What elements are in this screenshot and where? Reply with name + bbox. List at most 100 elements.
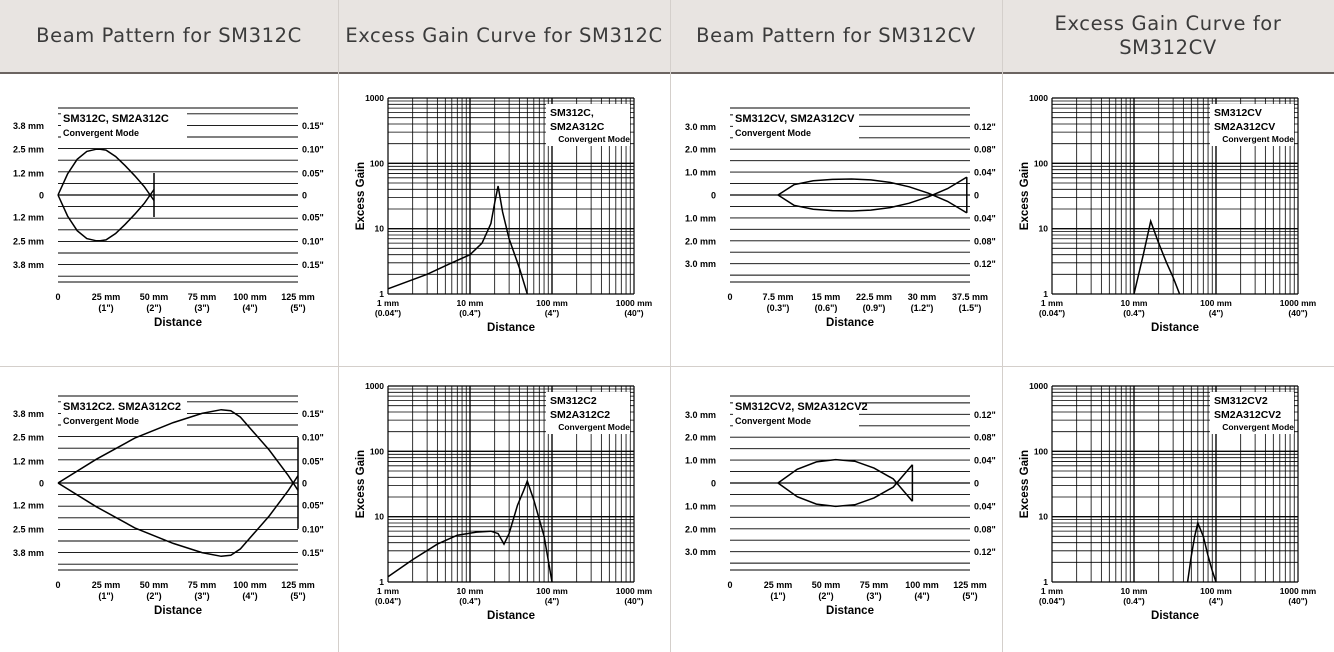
y-tick-label-left: 1.0 mm [685,456,716,466]
legend-box [1210,392,1294,434]
y-tick-label-right: 0.04" [974,168,996,178]
x-tick-label: 100 mm [536,586,568,596]
x-tick-label: 100 mm [233,580,267,590]
legend-title: SM2A312CV2 [1214,409,1281,421]
x-tick-label: 7.5 mm [762,292,793,302]
y-tick-label-left: 2.0 mm [685,145,716,155]
y-tick-label-left: 3.0 mm [685,122,716,132]
x-tick-label: 125 mm [953,580,987,590]
y-tick-label-left: 3.8 mm [13,121,44,131]
x-tick-label-inch: (0.4") [459,308,481,318]
x-tick-label: 10 mm [1121,298,1148,308]
x-tick-label: 75 mm [860,580,889,590]
x-axis-label: Distance [154,317,202,329]
y-tick-label-right: 0.15" [302,548,324,558]
y-tick-label: 100 [370,158,384,168]
legend-title: SM312CV2, SM2A312CV2 [735,401,868,413]
beam-curve [57,475,299,558]
legend-box [546,392,630,434]
y-tick-label-left: 2.5 mm [13,433,44,443]
x-tick-label: 100 mm [905,580,939,590]
y-tick-label-right: 0.15" [302,409,324,419]
x-tick-label-inch: (0.4") [459,596,481,606]
gain-curve [387,185,529,295]
column-header-3: Beam Pattern for SM312CV [696,24,976,47]
y-tick-label-left: 3.0 mm [685,410,716,420]
x-axis-label: Distance [826,317,874,329]
y-tick-label: 100 [370,446,384,456]
legend-title: SM2A312C [550,121,605,133]
x-axis-label: Distance [154,605,202,617]
x-tick-label-inch: (2") [818,591,833,601]
y-tick-label-left: 0 [39,479,44,489]
y-tick-label-left: 2.5 mm [13,145,44,155]
legend-mode: Convergent Mode [735,128,811,138]
x-tick-label: 1 mm [1041,586,1064,596]
legend-mode: Convergent Mode [558,422,630,432]
y-tick-label-left: 1.0 mm [685,168,716,178]
gain-curve [1133,218,1181,295]
x-tick-label: 0 [727,292,732,302]
x-tick-label: 100 mm [233,292,267,302]
y-tick-label: 1000 [1029,381,1048,391]
y-tick-label-right: 0.08" [974,524,996,534]
x-axis-label: Distance [487,610,535,622]
legend-title: SM312C, SM2A312C [63,113,169,125]
legend-title: SM312CV [1214,107,1262,119]
y-tick-label-right: 0.10" [302,145,324,155]
gain-curve [1186,520,1217,583]
x-tick-label: 125 mm [281,580,315,590]
y-tick-label-left: 0 [711,479,716,489]
x-tick-label: 10 mm [457,586,484,596]
x-tick-label: 50 mm [140,580,169,590]
y-tick-label: 1 [379,577,384,587]
y-tick-label-left: 1.0 mm [685,501,716,511]
x-tick-label: 25 mm [92,580,121,590]
y-tick-label-left: 1.2 mm [13,457,44,467]
legend-mode: Convergent Mode [735,416,811,426]
y-tick-label-right: 0 [974,191,979,201]
x-tick-label-inch: (0.04") [375,308,401,318]
y-tick-label-left: 2.5 mm [13,236,44,246]
beam-curve [57,148,155,201]
y-tick-label-left: 3.0 mm [685,259,716,269]
y-tick-label-left: 1.0 mm [685,213,716,223]
x-axis-label: Distance [1151,322,1199,334]
legend-mode: Convergent Mode [63,128,139,138]
beam-pattern-chart-sm312c: 3.8 mm 0.15" 2.5 mm 0.10" 1.2 mm 0.05" 0 0 1.2 m… [13,107,324,329]
legend-title: SM312CV2 [1214,395,1268,407]
x-tick-label-inch: (4") [914,591,929,601]
x-tick-label-inch: (1.5") [959,303,982,313]
beam-pattern-chart-sm312c2: 3.8 mm 0.15" 2.5 mm 0.10" 1.2 mm 0.05" 0 0 1.2 m… [13,395,324,617]
y-tick-label-left: 3.8 mm [13,548,44,558]
legend-mode: Convergent Mode [1222,134,1294,144]
y-tick-label-left: 2.0 mm [685,433,716,443]
legend-title: SM312C, [550,107,594,119]
y-tick-label: 1000 [365,381,384,391]
x-tick-label-inch: (0.04") [1039,308,1065,318]
legend-mode: Convergent Mode [1222,422,1294,432]
x-tick-label-inch: (0.4") [1123,596,1145,606]
y-tick-label-right: 0.10" [302,236,324,246]
x-tick-label: 75 mm [188,580,217,590]
x-tick-label-inch: (4") [242,303,257,313]
x-tick-label: 22.5 mm [856,292,892,302]
beam-pattern-chart-sm312cv: 3.0 mm 0.12" 2.0 mm 0.08" 1.0 mm 0.04" 0 0 1.0 m… [685,107,996,329]
x-tick-label: 100 mm [536,298,568,308]
x-tick-label: 1000 mm [1280,586,1317,596]
x-tick-label: 0 [55,580,60,590]
legend-title: SM2A312CV [1214,121,1275,133]
x-tick-label-inch: (4") [545,596,560,606]
row-divider [0,366,1334,367]
beam-pattern-chart-sm312cv2: 3.0 mm 0.12" 2.0 mm 0.08" 1.0 mm 0.04" 0 0 1.0 m… [685,395,996,617]
y-tick-label: 10 [1039,512,1049,522]
y-tick-label-right: 0.04" [974,501,996,511]
y-axis-label: Excess Gain [355,162,367,230]
column-divider [670,0,671,652]
x-tick-label: 25 mm [764,580,793,590]
y-tick-label-right: 0.12" [974,259,996,269]
x-tick-label-inch: (2") [146,303,161,313]
x-tick-label-inch: (4") [1209,596,1224,606]
